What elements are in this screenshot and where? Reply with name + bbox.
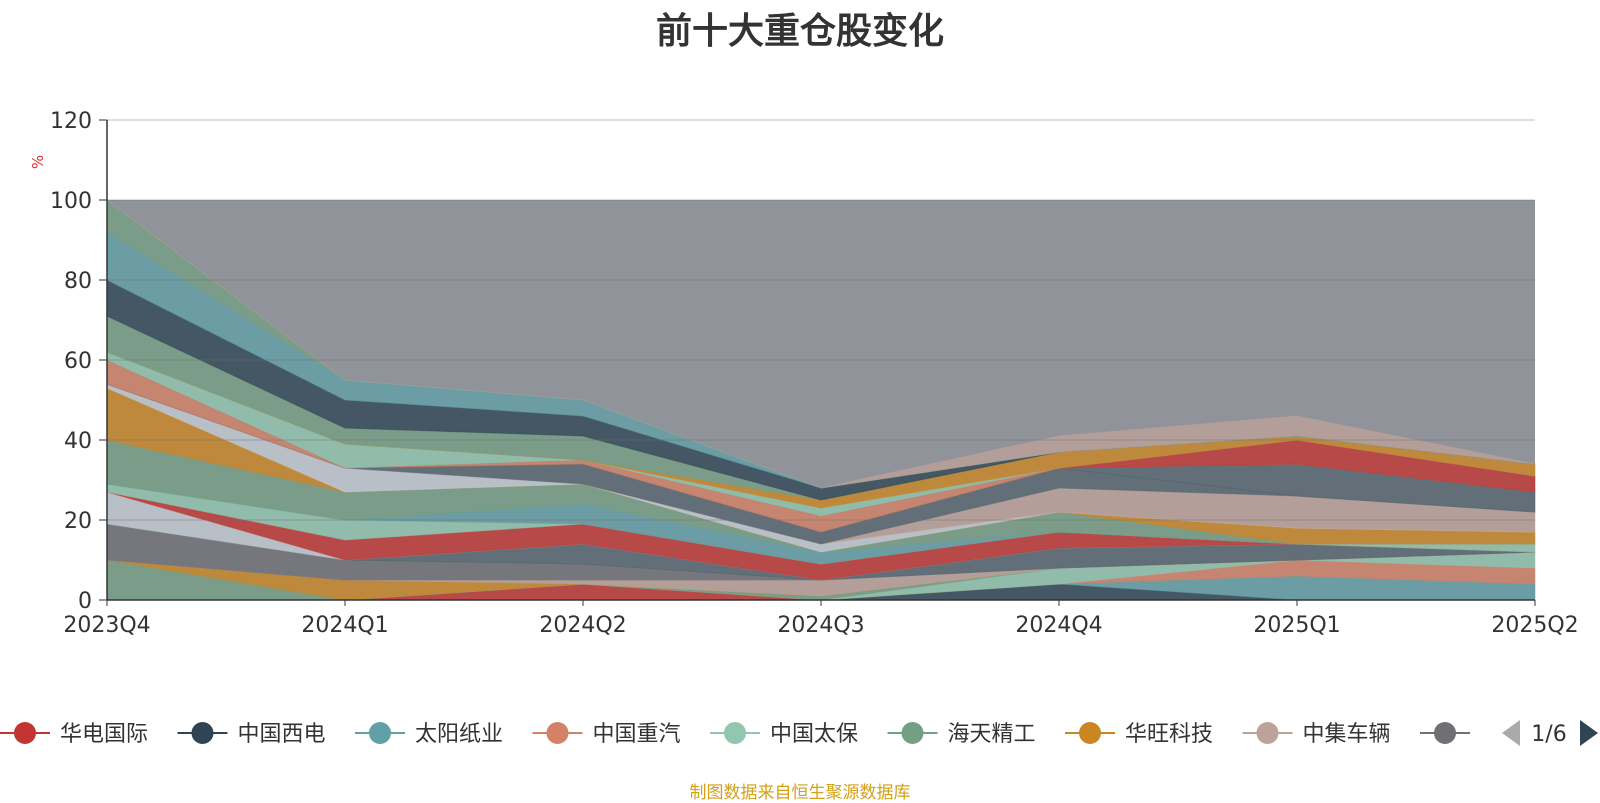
grid-lines: [107, 119, 1535, 521]
legend-label: 中国西电: [238, 722, 326, 747]
legend-label: 海天精工: [948, 722, 1036, 747]
y-tick-label: 40: [64, 429, 92, 454]
legend-label: E: [1480, 722, 1494, 747]
legend-marker-icon: [191, 722, 214, 744]
legend-item[interactable]: 华电国际: [0, 722, 148, 747]
legend-next-page-icon[interactable]: [1580, 720, 1598, 746]
legend-label: 中国重汽: [593, 722, 681, 747]
legend-marker-icon: [14, 722, 36, 744]
y-tick-label: 100: [50, 189, 92, 214]
source-note: 制图数据来自恒生聚源数据库: [689, 783, 911, 803]
legend-marker-icon: [369, 722, 391, 744]
x-tick-label: 2024Q2: [539, 613, 626, 638]
x-tick-label: 2025Q1: [1253, 613, 1340, 638]
legend-page-indicator: 1/6: [1531, 722, 1566, 747]
legend-item[interactable]: 中国西电: [177, 722, 326, 747]
legend-marker-icon: [1256, 722, 1279, 744]
legend-prev-page-icon[interactable]: [1502, 720, 1520, 746]
x-tick-label: 2024Q3: [777, 613, 864, 638]
legend-label: 华电国际: [60, 722, 148, 747]
legend-label: 中国太保: [770, 722, 858, 747]
axes: 0 20 40 60 80 100 120 2023Q4 2024Q1 2024Q2 2024Q3 2…: [50, 109, 1579, 638]
legend-item[interactable]: 中集车辆: [1242, 722, 1391, 747]
legend-item[interactable]: 海天精工: [887, 722, 1036, 747]
legend-item[interactable]: 中国重汽: [532, 722, 681, 747]
x-tick-label: 2025Q2: [1491, 613, 1578, 638]
y-axis-unit-label: %: [29, 155, 47, 169]
y-tick-label: 20: [64, 509, 92, 534]
legend-item[interactable]: 华旺科技: [1065, 722, 1213, 747]
legend-marker-icon: [1079, 722, 1101, 744]
y-tick-label: 0: [78, 589, 92, 614]
legend-label: 华旺科技: [1125, 722, 1213, 747]
legend-pager: 1/6: [1502, 720, 1598, 747]
x-tick-label: 2023Q4: [63, 613, 150, 638]
legend-item[interactable]: 中国太保: [710, 722, 858, 747]
legend-marker-icon: [724, 722, 746, 744]
legend-marker-icon: [901, 722, 924, 744]
chart-title: 前十大重仓股变化: [655, 11, 944, 52]
area-series-group: [106, 198, 1536, 601]
y-tick-label: 60: [64, 349, 92, 374]
legend-marker-icon: [1434, 722, 1456, 744]
y-tick-label: 120: [50, 109, 92, 134]
area-series-29[interactable]: [106, 199, 1536, 489]
legend-label: 中集车辆: [1303, 722, 1391, 747]
legend-item[interactable]: 太阳纸业: [355, 722, 503, 747]
x-tick-label: 2024Q4: [1015, 613, 1102, 638]
y-tick-label: 80: [64, 269, 92, 294]
legend-item[interactable]: E: [1420, 722, 1494, 747]
x-tick-label: 2024Q1: [301, 613, 388, 638]
legend: 华电国际 中国西电 太阳纸业 中国重汽 中国太保 海天精工 华旺科技 中集车辆 E: [0, 722, 1494, 747]
legend-label: 太阳纸业: [415, 722, 503, 747]
legend-marker-icon: [546, 722, 569, 744]
